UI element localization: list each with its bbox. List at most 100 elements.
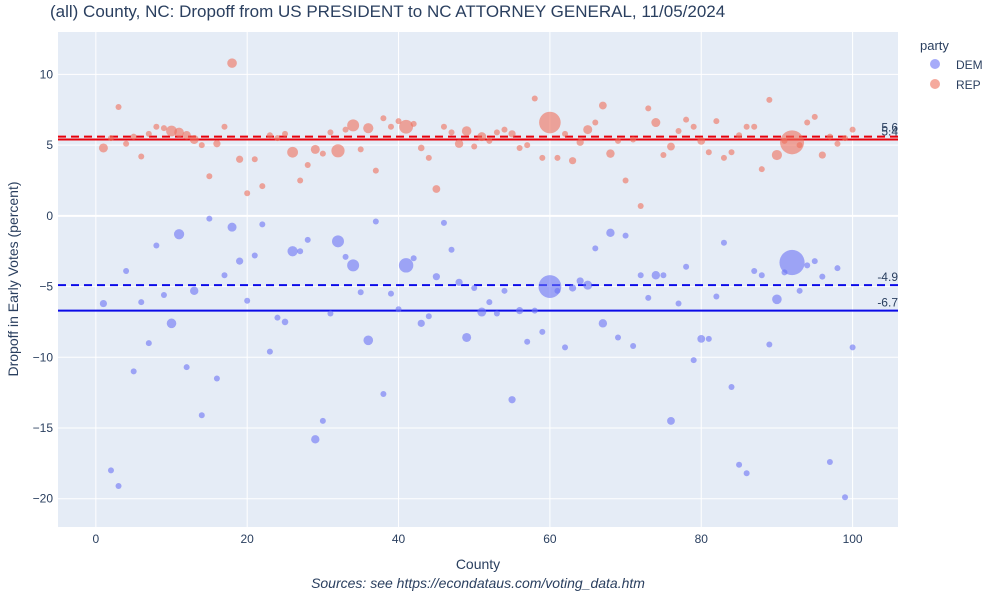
data-point-rep[interactable] xyxy=(387,123,394,130)
data-point-rep[interactable] xyxy=(516,144,523,151)
data-point-rep[interactable] xyxy=(259,183,266,190)
data-point-rep[interactable] xyxy=(182,131,191,140)
data-point-dem[interactable] xyxy=(568,284,577,292)
data-point-rep[interactable] xyxy=(622,177,629,184)
data-point-rep[interactable] xyxy=(683,116,690,123)
data-point-dem[interactable] xyxy=(173,229,185,240)
data-point-rep[interactable] xyxy=(811,113,818,120)
data-point-rep[interactable] xyxy=(287,146,298,158)
data-point-dem[interactable] xyxy=(244,297,251,304)
data-point-dem[interactable] xyxy=(115,482,122,489)
data-point-dem[interactable] xyxy=(410,255,417,262)
data-point-dem[interactable] xyxy=(297,248,304,255)
data-point-rep[interactable] xyxy=(524,142,531,149)
data-point-dem[interactable] xyxy=(516,307,524,315)
data-point-dem[interactable] xyxy=(311,435,320,444)
data-point-rep[interactable] xyxy=(471,143,478,150)
data-point-dem[interactable] xyxy=(160,292,167,299)
data-point-dem[interactable] xyxy=(190,286,199,296)
data-point-dem[interactable] xyxy=(372,218,379,225)
data-point-dem[interactable] xyxy=(630,342,637,349)
data-point-rep[interactable] xyxy=(189,134,199,144)
data-point-rep[interactable] xyxy=(818,151,826,159)
data-point-dem[interactable] xyxy=(772,294,782,305)
data-point-rep[interactable] xyxy=(493,129,500,136)
data-point-rep[interactable] xyxy=(138,153,145,160)
data-point-dem[interactable] xyxy=(751,268,758,275)
data-point-dem[interactable] xyxy=(779,249,805,276)
data-point-rep[interactable] xyxy=(667,142,675,151)
data-point-rep[interactable] xyxy=(448,129,455,136)
data-point-dem[interactable] xyxy=(166,318,177,329)
data-point-dem[interactable] xyxy=(819,273,826,280)
data-point-rep[interactable] xyxy=(675,128,682,134)
data-point-rep[interactable] xyxy=(486,137,493,144)
data-point-dem[interactable] xyxy=(766,341,773,348)
data-point-rep[interactable] xyxy=(758,166,765,173)
data-point-dem[interactable] xyxy=(342,253,349,260)
data-point-rep[interactable] xyxy=(736,132,743,139)
data-point-dem[interactable] xyxy=(690,357,697,364)
data-point-dem[interactable] xyxy=(675,300,682,307)
data-point-dem[interactable] xyxy=(615,334,621,341)
data-point-dem[interactable] xyxy=(683,263,690,270)
data-point-dem[interactable] xyxy=(720,239,727,246)
data-point-rep[interactable] xyxy=(244,190,251,197)
data-point-dem[interactable] xyxy=(206,215,213,222)
data-point-dem[interactable] xyxy=(221,272,228,279)
data-point-dem[interactable] xyxy=(387,290,394,297)
data-point-dem[interactable] xyxy=(332,235,344,248)
data-point-rep[interactable] xyxy=(751,123,758,130)
data-point-dem[interactable] xyxy=(531,307,538,314)
data-point-dem[interactable] xyxy=(539,328,546,335)
data-point-rep[interactable] xyxy=(576,138,584,146)
data-point-rep[interactable] xyxy=(331,144,345,158)
data-point-rep[interactable] xyxy=(539,154,546,161)
data-point-dem[interactable] xyxy=(259,221,266,228)
data-point-rep[interactable] xyxy=(531,95,538,102)
data-point-rep[interactable] xyxy=(425,154,432,161)
data-point-rep[interactable] xyxy=(842,135,849,142)
data-point-dem[interactable] xyxy=(562,344,569,351)
data-point-rep[interactable] xyxy=(304,161,311,168)
data-point-rep[interactable] xyxy=(98,143,108,153)
data-point-rep[interactable] xyxy=(432,185,441,193)
data-point-dem[interactable] xyxy=(455,278,463,286)
data-point-rep[interactable] xyxy=(342,126,349,133)
data-point-rep[interactable] xyxy=(690,123,697,130)
data-point-rep[interactable] xyxy=(372,167,379,174)
data-point-dem[interactable] xyxy=(417,319,425,327)
data-point-dem[interactable] xyxy=(508,396,516,404)
data-point-rep[interactable] xyxy=(160,125,167,132)
data-point-rep[interactable] xyxy=(615,137,621,144)
data-point-dem[interactable] xyxy=(598,319,608,328)
data-point-rep[interactable] xyxy=(834,140,841,147)
data-point-rep[interactable] xyxy=(282,130,289,137)
data-point-rep[interactable] xyxy=(583,125,593,135)
data-point-rep[interactable] xyxy=(327,129,334,136)
data-point-dem[interactable] xyxy=(849,344,856,351)
data-point-dem[interactable] xyxy=(398,258,414,273)
data-point-rep[interactable] xyxy=(508,130,516,138)
data-point-rep[interactable] xyxy=(804,119,811,126)
data-point-rep[interactable] xyxy=(319,150,326,157)
data-point-rep[interactable] xyxy=(645,105,652,112)
data-point-rep[interactable] xyxy=(501,126,508,133)
data-point-dem[interactable] xyxy=(493,310,500,317)
data-point-rep[interactable] xyxy=(637,202,644,209)
data-point-dem[interactable] xyxy=(660,272,667,279)
data-point-rep[interactable] xyxy=(849,126,856,133)
data-point-dem[interactable] xyxy=(651,271,661,280)
data-point-rep[interactable] xyxy=(357,146,364,153)
data-point-dem[interactable] xyxy=(538,275,562,298)
data-point-dem[interactable] xyxy=(728,383,735,390)
data-point-dem[interactable] xyxy=(213,375,220,382)
data-point-dem[interactable] xyxy=(804,262,811,269)
data-point-rep[interactable] xyxy=(606,149,615,158)
data-point-dem[interactable] xyxy=(811,258,818,265)
data-point-dem[interactable] xyxy=(440,219,447,226)
data-point-rep[interactable] xyxy=(780,130,805,155)
data-point-rep[interactable] xyxy=(227,58,237,68)
data-point-dem[interactable] xyxy=(99,299,108,308)
data-point-dem[interactable] xyxy=(736,461,743,468)
